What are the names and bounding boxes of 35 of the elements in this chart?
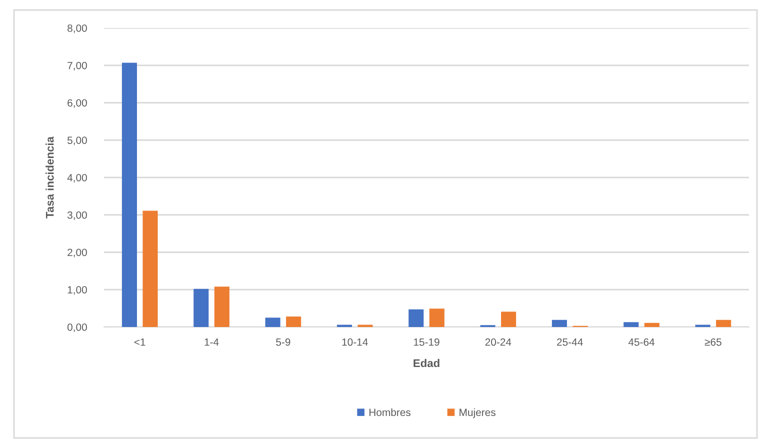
bar xyxy=(408,309,424,327)
legend-label: Mujeres xyxy=(460,408,496,418)
bar xyxy=(265,318,280,327)
bar xyxy=(644,322,660,327)
bar xyxy=(552,320,567,327)
x-tick-label: 25-44 xyxy=(557,338,583,346)
x-tick-label: ≥65 xyxy=(704,338,722,346)
x-tick-label: <1 xyxy=(134,338,146,346)
bar xyxy=(286,316,302,327)
legend-label: Hombres xyxy=(369,408,410,416)
bar xyxy=(214,286,230,327)
bar xyxy=(624,322,639,327)
bar xyxy=(501,312,516,327)
y-tick-label: 6,00 xyxy=(68,99,87,108)
y-tick-label: 1,00 xyxy=(68,286,87,295)
x-tick-label: 20-24 xyxy=(485,338,512,346)
y-tick-label: 2,00 xyxy=(68,248,87,258)
y-axis-title: Tasa incidencia xyxy=(46,136,54,218)
bar xyxy=(122,62,137,327)
x-axis-title: Edad xyxy=(414,358,440,368)
y-tick-label: 5,00 xyxy=(67,136,87,146)
y-tick-label: 4,00 xyxy=(67,174,87,183)
x-tick-label: 1-4 xyxy=(204,338,219,346)
y-tick-label: 7,00 xyxy=(68,62,87,70)
bar xyxy=(716,320,732,327)
y-tick-label: 0,00 xyxy=(67,324,87,332)
x-tick-label: 15-19 xyxy=(414,338,440,346)
bar xyxy=(142,210,158,327)
bar xyxy=(194,288,209,327)
y-tick-label: 3,00 xyxy=(67,211,87,220)
x-tick-label: 10-14 xyxy=(342,338,368,346)
x-tick-label: 45-64 xyxy=(628,338,655,346)
x-tick-label: 5-9 xyxy=(276,338,290,346)
bar xyxy=(429,308,444,327)
y-tick-label: 8,00 xyxy=(68,24,87,34)
